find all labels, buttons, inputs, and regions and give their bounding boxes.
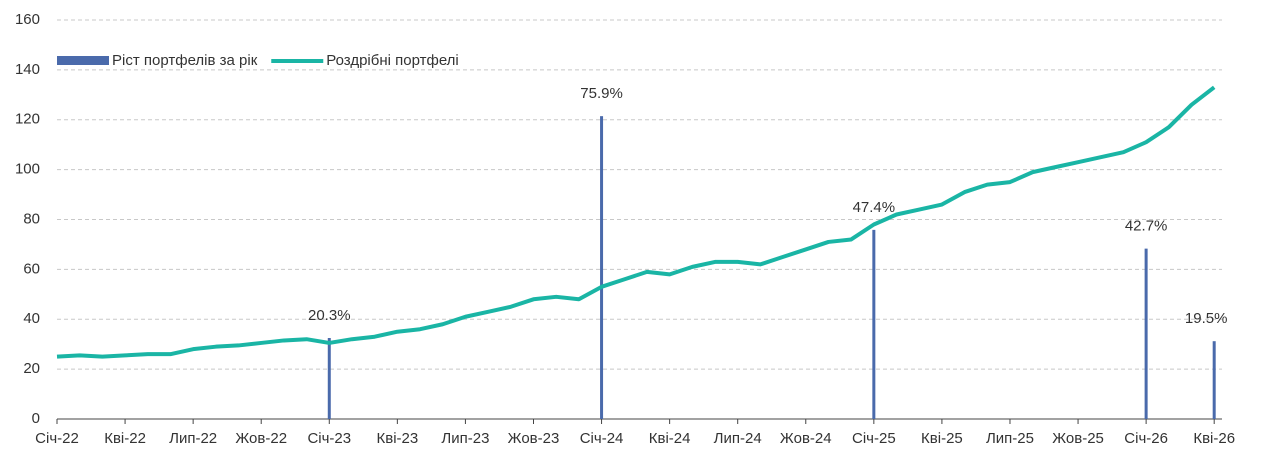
x-tick-label: Лип-23: [441, 430, 489, 447]
x-tick-label: Кві-26: [1193, 430, 1235, 447]
bar: [327, 338, 331, 419]
bar: [872, 229, 876, 419]
x-tick-label: Січ-24: [580, 430, 624, 447]
x-tick-label: Січ-23: [307, 430, 351, 447]
x-tick-label: Жов-25: [1052, 430, 1104, 447]
bar: [1212, 341, 1216, 419]
data-label: 42.7%: [1125, 218, 1168, 235]
y-tick-label: 140: [15, 61, 40, 78]
y-tick-label: 0: [32, 410, 40, 427]
data-label: 47.4%: [853, 199, 896, 216]
bar: [1144, 248, 1148, 419]
x-tick-label: Лип-24: [714, 430, 762, 447]
x-tick-label: Кві-25: [921, 430, 963, 447]
y-tick-label: 80: [23, 210, 40, 227]
x-tick-label: Лип-25: [986, 430, 1034, 447]
y-tick-label: 120: [15, 111, 40, 128]
bar: [600, 116, 604, 419]
legend-label: Роздрібні портфелі: [326, 52, 459, 69]
y-tick-label: 20: [23, 360, 40, 377]
data-label: 20.3%: [308, 307, 351, 324]
x-tick-label: Жов-23: [508, 430, 560, 447]
x-tick-label: Кві-24: [649, 430, 691, 447]
data-label: 19.5%: [1185, 310, 1228, 327]
x-tick-label: Жов-22: [235, 430, 287, 447]
x-tick-label: Жов-24: [780, 430, 832, 447]
x-tick-label: Кві-22: [104, 430, 146, 447]
x-tick-label: Лип-22: [169, 430, 217, 447]
x-tick-label: Січ-25: [852, 430, 896, 447]
legend-label: Ріст портфелів за рік: [112, 52, 258, 69]
y-tick-label: 100: [15, 161, 40, 178]
x-tick-label: Кві-23: [376, 430, 418, 447]
line: [56, 85, 1216, 359]
y-tick-label: 160: [15, 11, 40, 28]
x-tick-label: Січ-22: [35, 430, 79, 447]
x-tick-label: Січ-26: [1124, 430, 1168, 447]
legend-swatch: [57, 56, 109, 65]
y-tick-label: 40: [23, 310, 40, 327]
data-label: 75.9%: [580, 85, 623, 102]
y-tick-label: 60: [23, 260, 40, 277]
